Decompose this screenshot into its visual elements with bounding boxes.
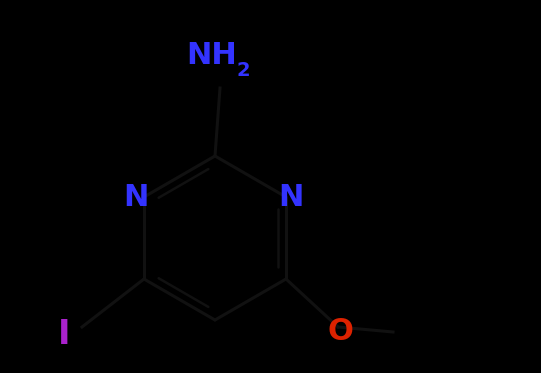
Text: 2: 2 xyxy=(236,61,249,80)
Text: N: N xyxy=(278,182,304,211)
Text: N: N xyxy=(123,182,149,211)
Text: O: O xyxy=(327,317,353,347)
Text: I: I xyxy=(58,319,70,351)
Text: NH: NH xyxy=(187,41,237,70)
